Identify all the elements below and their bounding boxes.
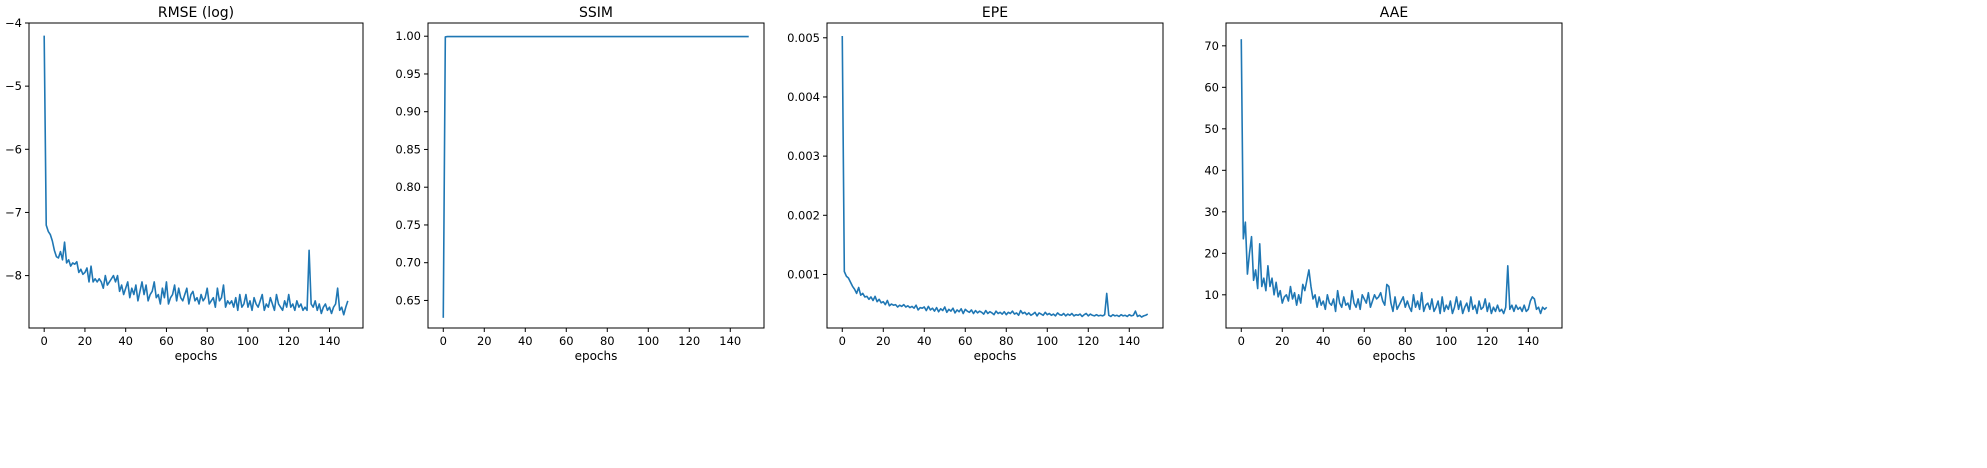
x-tick-label: 140 (319, 334, 341, 348)
x-tick-label: 80 (1398, 334, 1413, 348)
chart-title: SSIM (579, 5, 613, 21)
y-tick-label: −8 (5, 269, 22, 283)
x-tick-label: 60 (958, 334, 973, 348)
y-tick-label: 0.70 (395, 256, 421, 270)
x-tick-label: 120 (678, 334, 700, 348)
chart-title: AAE (1380, 5, 1408, 21)
x-tick-label: 0 (1238, 334, 1245, 348)
x-tick-label: 40 (518, 334, 533, 348)
chart-panel-1: RMSE (log) 0 20 40 60 80 100 120 140 −8 −7 −6 −5 −4 ep… (5, 5, 364, 363)
x-tick-label: 140 (719, 334, 741, 348)
x-tick-label: 0 (839, 334, 846, 348)
x-tick-label: 100 (1435, 334, 1457, 348)
y-tick-label: 0.003 (787, 149, 820, 163)
plot-frame (826, 22, 1164, 329)
x-tick-label: 100 (1036, 334, 1058, 348)
x-tick-label: 60 (1357, 334, 1372, 348)
x-tick-label: 120 (278, 334, 300, 348)
y-tick-label: −5 (5, 79, 22, 93)
x-axis-label: epochs (974, 349, 1017, 363)
x-tick-label: 120 (1476, 334, 1498, 348)
y-tick-label: 0.005 (787, 31, 820, 45)
x-tick-label: 80 (600, 334, 615, 348)
plot-frame (28, 22, 364, 329)
y-tick-label: 70 (1204, 39, 1219, 53)
x-tick-label: 40 (917, 334, 932, 348)
x-tick-label: 120 (1077, 334, 1099, 348)
y-tick-label: 0.85 (395, 142, 421, 156)
x-tick-label: 80 (999, 334, 1014, 348)
x-tick-label: 40 (118, 334, 133, 348)
y-tick-label: 0.90 (395, 105, 421, 119)
y-tick-label: 0.75 (395, 218, 421, 232)
x-tick-label: 20 (477, 334, 492, 348)
x-tick-label: 140 (1517, 334, 1539, 348)
x-tick-label: 60 (159, 334, 174, 348)
y-tick-label: 0.001 (787, 267, 820, 281)
y-tick-label: 60 (1204, 80, 1219, 94)
chart-panel-4: AAE 0 20 40 60 80 100 120 140 10 20 30 40 50 60 70 epoch… (1204, 5, 1563, 363)
x-tick-label: 20 (78, 334, 93, 348)
series-line (1240, 39, 1548, 315)
x-tick-label: 80 (200, 334, 215, 348)
series-line (43, 35, 349, 316)
x-axis-label: epochs (1373, 349, 1416, 363)
x-tick-label: 60 (559, 334, 574, 348)
chart-title: EPE (982, 5, 1008, 21)
y-tick-label: 1.00 (395, 29, 421, 43)
x-tick-label: 40 (1316, 334, 1331, 348)
x-tick-label: 20 (876, 334, 891, 348)
series-line (841, 36, 1149, 318)
y-tick-label: 0.80 (395, 180, 421, 194)
x-tick-label: 0 (440, 334, 447, 348)
plot-frame (1225, 22, 1563, 329)
chart-panel-2: SSIM 0 20 40 60 80 100 120 140 0.65 0.70 0.75 0.80 0.… (395, 5, 765, 363)
y-tick-label: 10 (1204, 288, 1219, 302)
y-tick-label: −7 (5, 205, 22, 219)
chart-title: RMSE (log) (158, 5, 234, 21)
y-tick-label: 0.002 (787, 208, 820, 222)
x-tick-label: 0 (41, 334, 48, 348)
x-axis-label: epochs (575, 349, 618, 363)
y-tick-label: 30 (1204, 205, 1219, 219)
y-tick-label: −4 (5, 16, 22, 30)
x-tick-label: 100 (637, 334, 659, 348)
y-tick-label: 0.95 (395, 67, 421, 81)
y-tick-label: 20 (1204, 246, 1219, 260)
y-tick-label: −6 (5, 142, 22, 156)
x-axis-label: epochs (175, 349, 218, 363)
plot-frame (427, 22, 765, 329)
y-tick-label: 0.004 (787, 90, 820, 104)
series-line (442, 35, 749, 318)
x-tick-label: 100 (237, 334, 259, 348)
y-tick-label: 0.65 (395, 293, 421, 307)
x-tick-label: 140 (1118, 334, 1140, 348)
x-tick-label: 20 (1275, 334, 1290, 348)
y-tick-label: 50 (1204, 122, 1219, 136)
chart-panel-3: EPE 0 20 40 60 80 100 120 140 0.001 0.002 0.003 0.00… (787, 5, 1164, 363)
y-tick-label: 40 (1204, 163, 1219, 177)
